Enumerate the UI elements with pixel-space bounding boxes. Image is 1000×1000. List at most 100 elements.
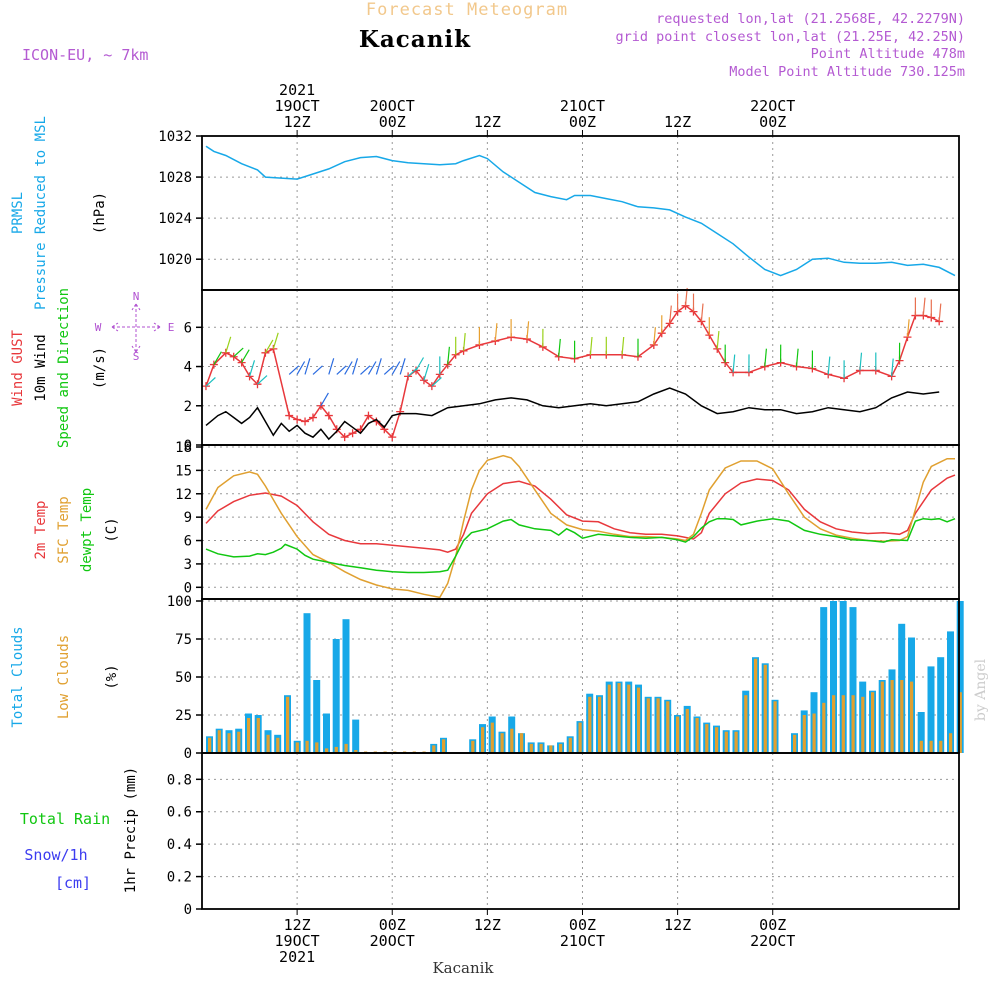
y-tick-label: 18 [175,440,192,456]
low-cloud-bar [539,743,543,753]
temp-2m-label: 2m Temp [33,500,49,559]
dewpt-temp-label: dewpt Temp [79,488,95,572]
low-cloud-bar [744,695,748,753]
wind-arrow [423,364,430,381]
bottom-time-label: 2021 [279,948,315,966]
panel-frame [201,752,960,910]
gust-marker [308,413,317,422]
top-time-label: 12Z [664,113,691,131]
low-cloud-bar [656,698,660,753]
low-cloud-bar [754,658,758,753]
bottom-time-label: 21OCT [560,932,605,950]
wind-arrow [415,357,425,371]
total-clouds-label: Total Clouds [10,626,26,727]
wind-arrow [391,361,401,375]
footer-station: Kacanik [432,959,494,977]
y-tick-label: 4 [184,360,192,376]
gust-marker [253,380,262,389]
y-tick-label: 9 [184,510,192,526]
precip-unit-label: 1hr Precip (mm) [123,767,139,893]
gridpoint-coords: grid point closest lon,lat (21.25E, 42.2… [616,29,966,45]
compass-rose-icon [111,303,161,353]
wind-arrow [288,365,300,375]
total-cloud-bar [937,657,945,753]
y-tick-label: 0.6 [167,805,192,821]
wind-arrow [296,361,306,375]
low-cloud-bar [646,698,650,753]
wind-arrow [922,297,926,316]
low-cloud-bar [705,724,709,753]
total-cloud-bar [323,713,330,753]
wind-arrow [257,375,268,385]
low-cloud-bar [520,733,524,753]
wind-arrow [328,358,335,375]
y-tick-label: 0 [184,438,192,454]
ten-m-wind-label: 10m Wind [33,334,49,401]
panels: 1020102410281032024603691215180255075100… [158,129,964,918]
wind-arrow [653,327,656,346]
wind-arrow [320,392,329,407]
wind-arrow [407,367,419,377]
wind-arrow [621,336,625,355]
bottom-time-label: 00Z [759,916,786,934]
gust-marker [364,411,373,420]
gust-marker [404,372,413,381]
speed-direction-label: Speed and Direction [56,288,72,448]
total-cloud-bar [332,639,340,753]
y-tick-label: 3 [184,557,192,573]
low-cloud-bar [344,743,348,753]
low-cloud-bar [256,718,260,753]
low-cloud-bar [861,696,865,753]
wind-arrow [383,365,395,375]
wind-arrow [399,358,406,375]
top-time-label: 00Z [569,113,596,131]
low-cloud-bar [305,740,309,753]
gust-marker [348,429,357,438]
bottom-time-label: 00Z [569,916,596,934]
gust-marker [245,372,254,381]
y-tick-label: 1020 [158,252,192,268]
wind-arrow [669,305,672,324]
total-cloud-bar [303,613,311,753]
wind-arrow [213,351,222,365]
bottom-time-label: 00Z [379,916,406,934]
low-cloud-bar [286,696,290,753]
series-line-pressure [205,145,956,277]
total-cloud-bar [849,607,857,753]
wind-arrow [352,358,359,375]
low-cloud-bar [481,727,485,753]
compass-e: E [168,321,175,334]
wind-arrow [360,365,371,375]
bottom-time-label: 22OCT [750,932,795,950]
wind-arrow [700,303,704,322]
top-time-label: 00Z [759,113,786,131]
low-cloud-bar [295,742,299,753]
low-cloud-bar [929,740,933,753]
compass-s: S [133,350,140,363]
low-cloud-bar [559,743,563,753]
low-cloud-bar [334,746,338,753]
wind-arrow [367,361,377,375]
low-cloud-bar [607,684,611,753]
low-cloud-bar [939,740,943,753]
compass-w: W [95,321,102,334]
total-rain-label: Total Rain [20,810,110,828]
low-cloud-bar [773,701,777,753]
low-cloud-bar [276,737,280,753]
top-time-label: 12Z [284,113,311,131]
low-cloud-bar [724,731,728,753]
total-cloud-bar [947,631,954,753]
low-cloud-bar [822,702,826,753]
gust-marker [388,433,397,442]
y-tick-label: 75 [175,632,192,648]
requested-coords: requested lon,lat (21.2568E, 42.2279N) [656,11,965,27]
gust-marker [340,433,349,442]
low-cloud-bar [666,701,670,753]
wind-arrow [494,323,498,342]
panel-wind: 0 2 4 6 [184,287,960,454]
low-cloud-bar [442,739,446,753]
low-cloud-bar [315,742,319,753]
y-tick-label: 50 [175,670,192,686]
